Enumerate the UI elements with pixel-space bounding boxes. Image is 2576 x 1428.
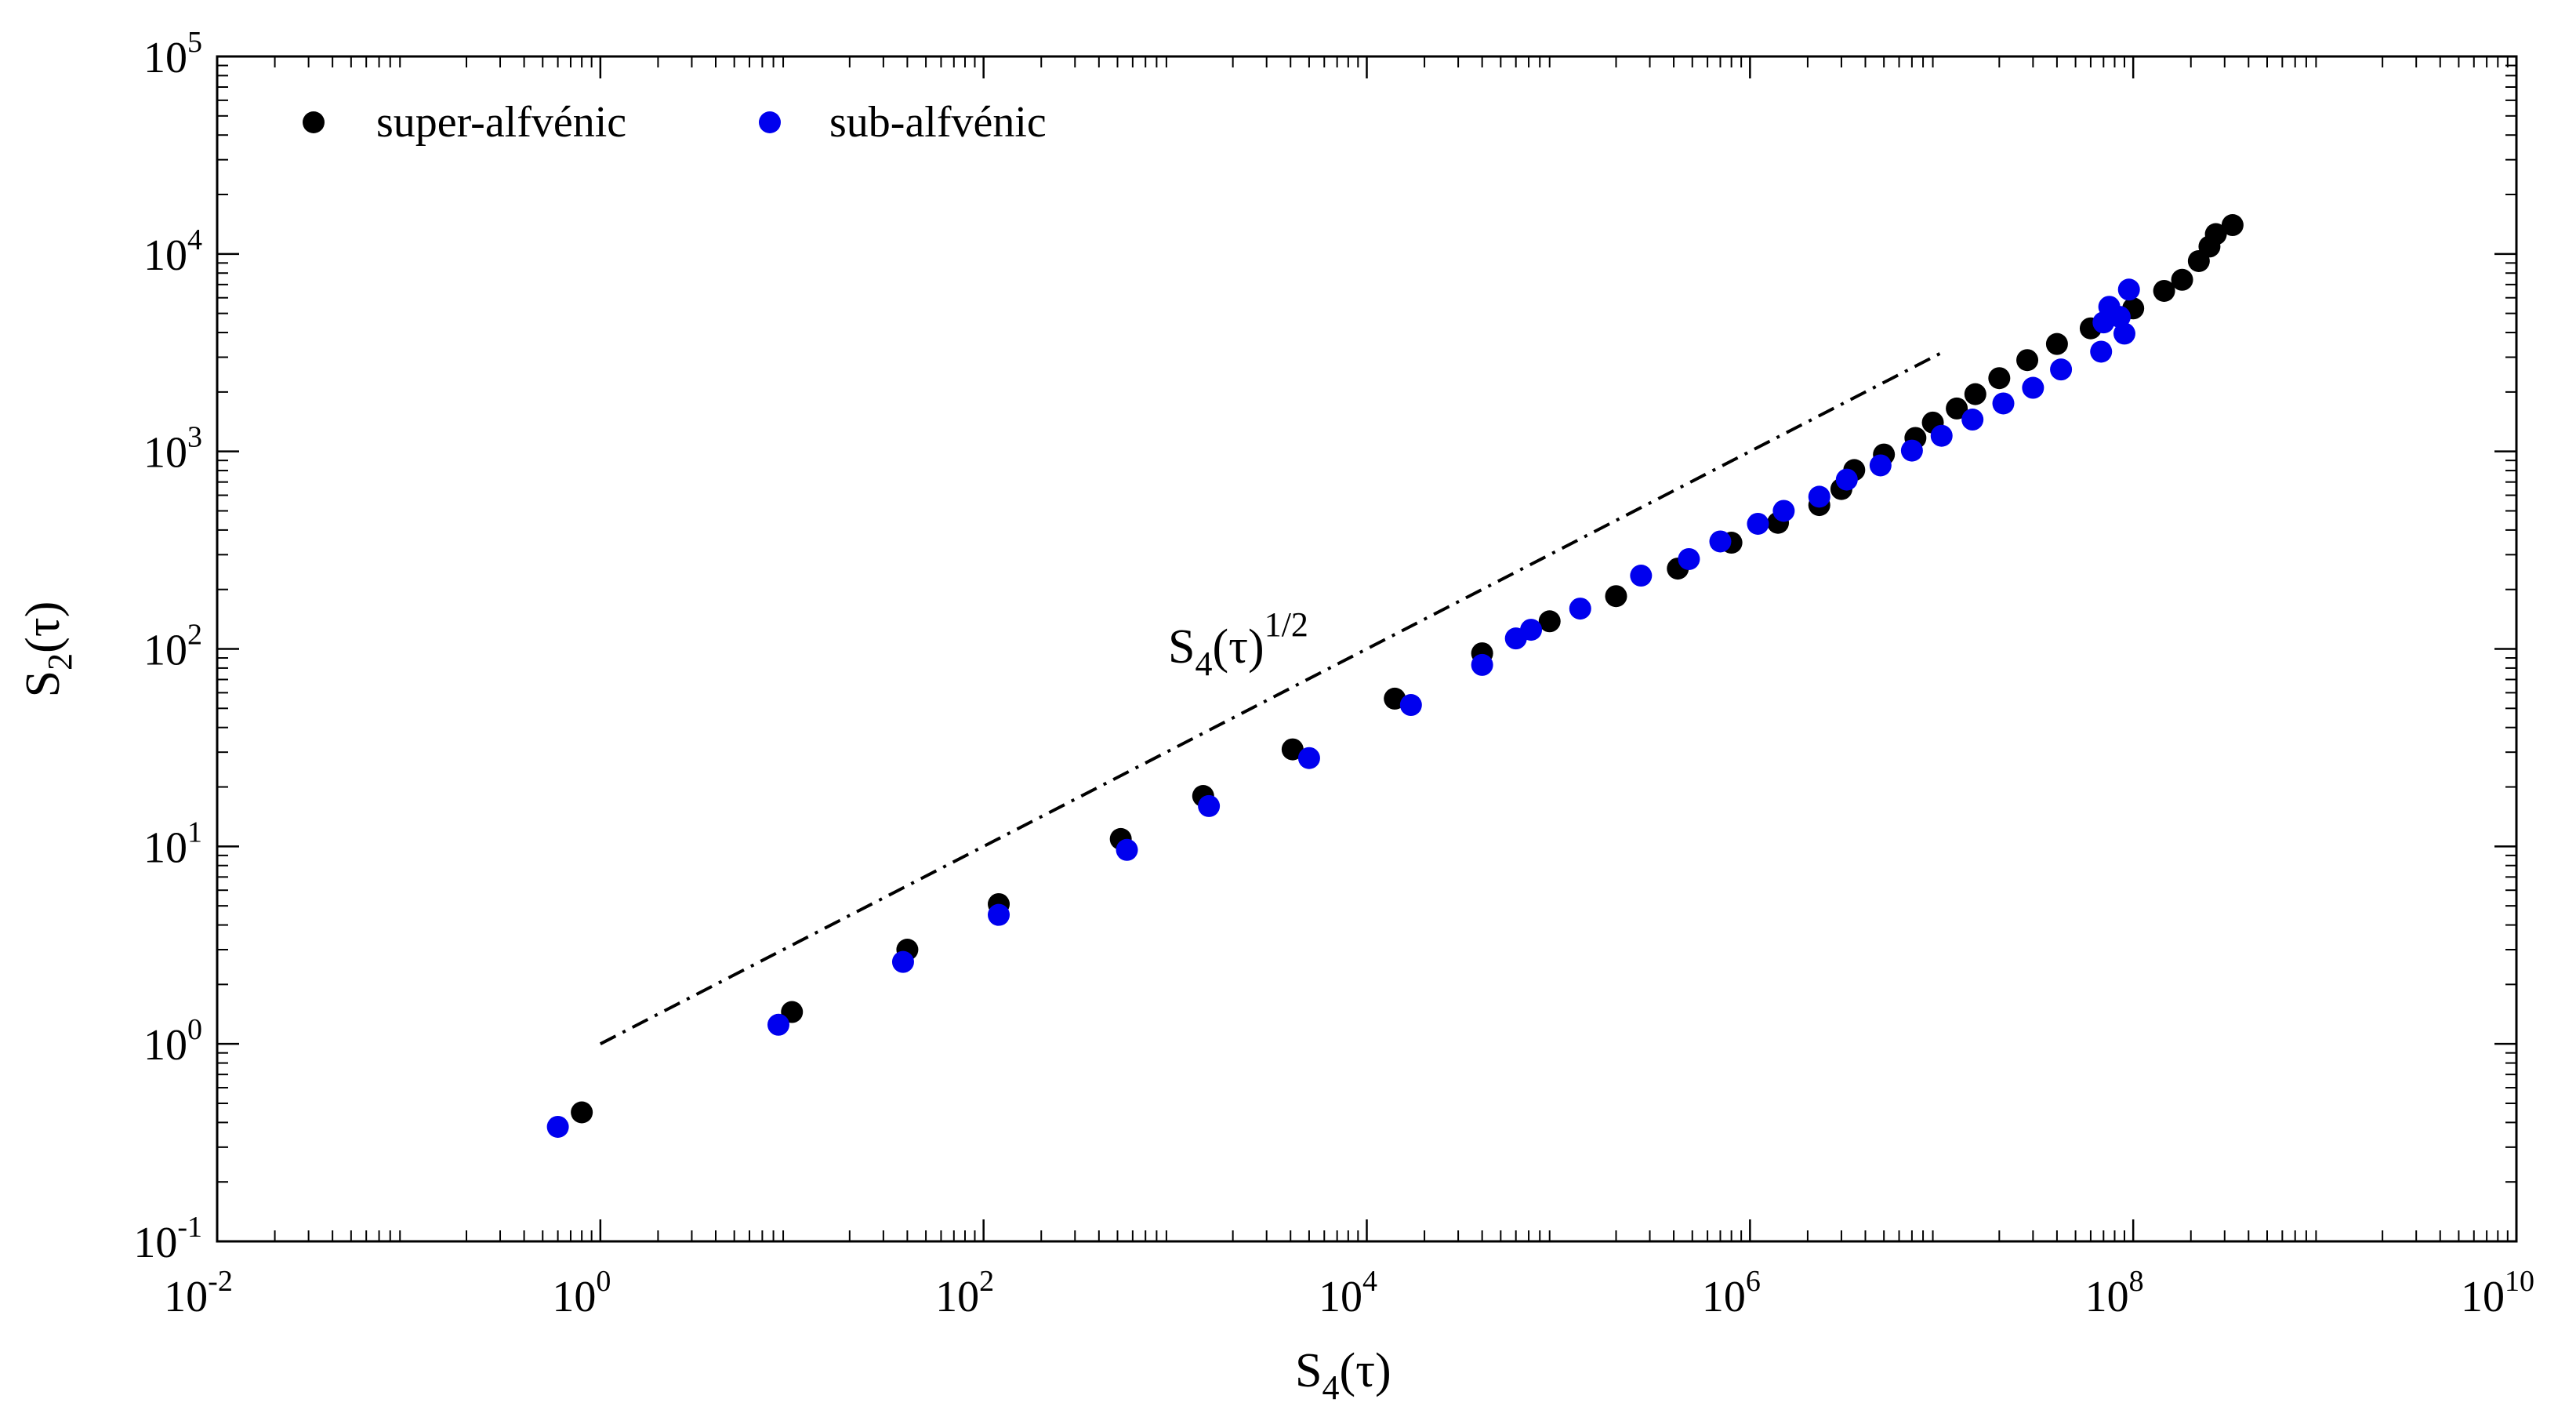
- y-tick-label: 10-1: [133, 1211, 202, 1267]
- x-axis-title-main: S: [1295, 1344, 1322, 1397]
- sub-alfvenic-point: [1992, 392, 2015, 415]
- series-sub-alfvenic: [546, 278, 2140, 1138]
- x-axis-title: S4(τ): [1295, 1344, 1391, 1407]
- legend-marker-sub-alfvenic: [759, 111, 781, 133]
- series-super-alfvenic: [571, 214, 2244, 1124]
- legend: super-alfvénic sub-alfvénic: [303, 98, 1047, 147]
- x-tick-label: 108: [2085, 1265, 2144, 1321]
- sub-alfvenic-point: [1747, 512, 1769, 535]
- sub-alfvenic-point: [1772, 500, 1795, 522]
- sub-alfvenic-point: [1520, 619, 1543, 641]
- sub-alfvenic-point: [1678, 547, 1700, 570]
- reference-line-label: S4(τ)1/2: [1168, 605, 1308, 683]
- sub-alfvenic-point: [1569, 598, 1591, 620]
- sub-alfvenic-point: [2022, 376, 2044, 399]
- super-alfvenic-point: [1538, 610, 1561, 633]
- y-tick-label: 103: [143, 421, 202, 478]
- sub-alfvenic-point: [546, 1115, 569, 1138]
- x-tick-label: 100: [552, 1265, 611, 1321]
- y-tick-label: 101: [143, 816, 202, 872]
- super-alfvenic-point: [2204, 223, 2227, 245]
- reference-line: [599, 351, 1943, 1045]
- y-axis-title: S2(τ): [16, 601, 79, 698]
- sub-alfvenic-point: [891, 950, 914, 973]
- sub-alfvenic-point: [1198, 794, 1221, 817]
- sub-alfvenic-point: [1297, 747, 1320, 769]
- super-alfvenic-point: [1946, 397, 1968, 420]
- sub-alfvenic-point: [2090, 340, 2113, 363]
- super-alfvenic-point: [2153, 279, 2175, 302]
- legend-label-super-alfvenic: super-alfvénic: [376, 98, 626, 147]
- sub-alfvenic-point: [1116, 838, 1138, 861]
- y-axis-title-rest: (τ): [16, 601, 70, 653]
- super-alfvenic-point: [2221, 214, 2244, 237]
- y-tick-label: 100: [143, 1013, 202, 1070]
- x-tick-label: 10-2: [164, 1265, 233, 1321]
- x-tick-label: 104: [1319, 1265, 1377, 1321]
- x-tick-label: 1010: [2461, 1265, 2534, 1321]
- super-alfvenic-point: [2171, 268, 2193, 291]
- super-alfvenic-point: [2045, 332, 2068, 355]
- super-alfvenic-point: [1281, 738, 1304, 761]
- super-alfvenic-point: [1964, 383, 1986, 405]
- sub-alfvenic-point: [1961, 409, 1984, 431]
- super-alfvenic-point: [1605, 585, 1627, 608]
- super-alfvenic-point: [571, 1101, 593, 1124]
- super-alfvenic-point: [2016, 349, 2039, 372]
- sub-alfvenic-point: [1835, 468, 1858, 491]
- sub-alfvenic-point: [1869, 454, 1892, 477]
- sub-alfvenic-point: [1709, 530, 1732, 553]
- sub-alfvenic-point: [1630, 565, 1653, 587]
- sub-alfvenic-point: [1900, 439, 1923, 462]
- x-axis-title-sub: 4: [1322, 1368, 1339, 1407]
- y-tick-label: 104: [143, 223, 202, 280]
- y-tick-label: 102: [143, 619, 202, 675]
- sub-alfvenic-point: [767, 1013, 789, 1036]
- sub-alfvenic-point: [1471, 653, 1493, 676]
- x-axis-title-rest: (τ): [1339, 1344, 1391, 1397]
- sub-alfvenic-point: [2117, 278, 2140, 301]
- x-tick-label: 102: [935, 1265, 994, 1321]
- super-alfvenic-point: [1988, 367, 2011, 390]
- y-axis-title-sub: 2: [41, 653, 79, 670]
- sub-alfvenic-point: [1808, 485, 1830, 508]
- x-tick-label: 106: [1702, 1265, 1761, 1321]
- major-ticks: [216, 55, 2518, 1243]
- reference-label-sup: 1/2: [1264, 605, 1308, 644]
- sub-alfvenic-point: [1930, 424, 1953, 447]
- sub-alfvenic-point: [1399, 694, 1422, 717]
- reference-line-group: [599, 351, 1943, 1045]
- legend-marker-super-alfvenic: [303, 111, 325, 133]
- y-axis-title-main: S: [16, 670, 70, 697]
- y-tick-label: 105: [143, 26, 202, 82]
- y-tick-labels: 10-1 100 101 102 103 104 105: [133, 26, 202, 1267]
- reference-label-sub: 4: [1195, 645, 1212, 683]
- sub-alfvenic-point: [2050, 358, 2073, 381]
- plot-frame: [216, 55, 2518, 1243]
- reference-label-rest: (τ): [1212, 620, 1264, 674]
- sub-alfvenic-point: [2108, 306, 2131, 329]
- sub-alfvenic-point: [2113, 322, 2135, 345]
- sub-alfvenic-point: [988, 903, 1010, 926]
- minor-ticks: [217, 56, 2516, 1241]
- legend-label-sub-alfvenic: sub-alfvénic: [829, 98, 1047, 147]
- reference-label-main: S: [1168, 620, 1195, 674]
- x-tick-labels: 10-2 100 102 104 106 108 1010: [164, 1265, 2534, 1321]
